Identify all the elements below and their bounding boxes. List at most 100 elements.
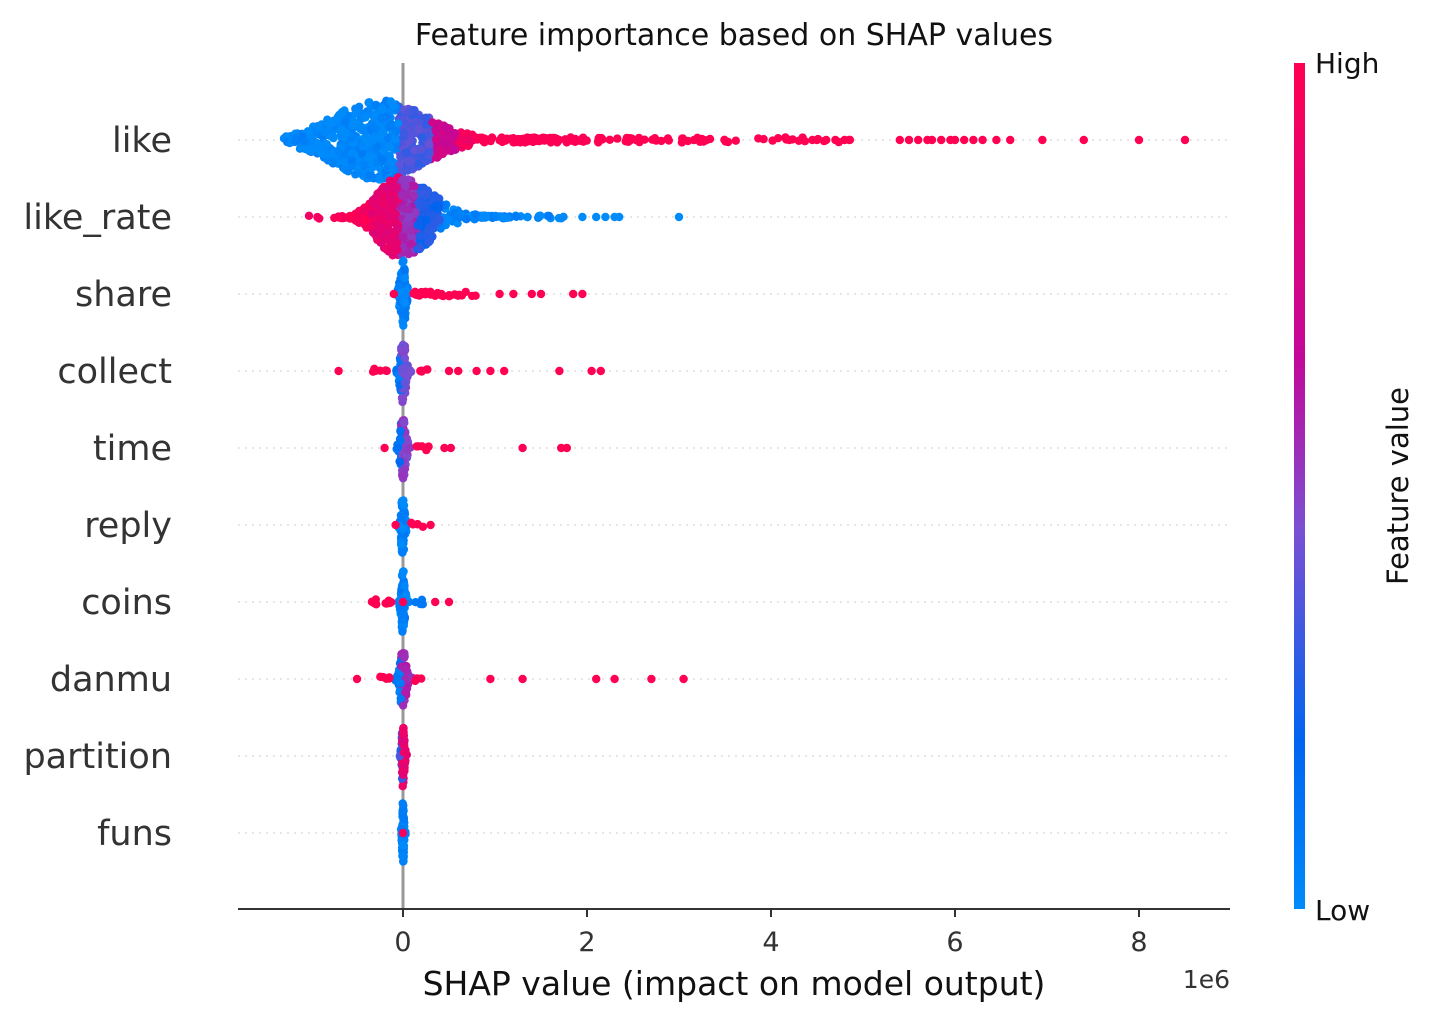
shap-point-like_rate [399,233,408,242]
shap-point-time [400,418,409,427]
shap-point-like [773,134,783,143]
shap-point-like [812,135,822,145]
shap-point-like [378,154,387,164]
shap-point-reply [426,520,435,530]
shap-point-like [463,136,472,145]
shap-point-funs [399,851,408,860]
shap-point-like [914,135,923,145]
shap-point-like [697,134,706,144]
shap-point-like [822,135,831,145]
shap-point-like_rate [417,189,426,198]
shap-point-like_rate [544,211,554,221]
colorbar-low-label: Low [1315,894,1370,927]
shap-point-like_rate [406,240,416,249]
shap-point-like [384,122,393,132]
shap-point-time [395,457,405,466]
shap-point-like [845,135,854,145]
shap-point-danmu [398,701,408,710]
shap-point-like [389,165,398,174]
shap-point-coins [411,598,420,607]
shap-point-like [731,136,740,145]
shap-point-like_rate [411,208,420,217]
shap-point-like_rate [674,212,684,222]
shap-point-like [960,135,969,145]
shap-point-coins [400,581,409,590]
shap-point-collect [400,379,410,388]
shap-point-like_rate [409,191,419,201]
x-tick-label: 4 [762,927,779,958]
shap-point-like [391,135,400,144]
shap-point-collect [596,366,605,376]
shap-point-like [613,134,622,143]
shap-point-like_rate [512,212,521,221]
x-tick-label: 8 [1130,927,1147,958]
shap-point-like_rate [393,224,402,233]
shap-point-collect [587,366,596,376]
shap-point-like_rate [365,222,375,232]
shap-point-like [414,118,424,127]
shap-point-like [540,134,549,144]
shap-point-time [393,443,403,452]
shap-point-time [518,443,527,453]
shap-point-like_rate [578,212,587,222]
shap-point-danmu [486,674,495,684]
shap-point-collect [400,354,410,363]
shap-point-share [471,291,480,300]
shap-point-like [978,135,987,145]
shap-point-share [389,289,398,299]
shap-point-collect [416,366,425,376]
shap-point-like [657,136,666,146]
x-tick-label: 6 [946,927,963,958]
shap-point-like [689,135,699,145]
shap-point-like [754,134,763,143]
shap-point-like [300,137,309,146]
shap-point-like [414,124,423,134]
shap-point-like_rate [491,212,501,221]
shap-point-like_rate [368,199,377,208]
shap-point-like_rate [393,245,402,255]
shap-point-like [334,111,343,121]
shap-point-like [598,135,607,144]
shap-point-like [436,121,445,130]
shap-point-coins [398,597,408,607]
shap-point-like [316,141,325,150]
shap-point-time [440,443,449,453]
shap-point-partition [398,782,407,791]
shap-point-like_rate [304,211,314,220]
shap-point-reply [418,522,428,531]
shap-point-coins [381,599,390,608]
shap-point-time [402,445,412,455]
shap-point-like [348,149,357,158]
shap-point-like [304,145,313,154]
shap-point-like [1038,135,1047,145]
shap-point-like [473,135,482,144]
shap-point-like [664,136,673,145]
colorbar [1294,63,1305,909]
shap-point-like [1079,135,1089,145]
x-tick-label: 2 [578,927,595,958]
x-tick-label: 0 [394,927,411,958]
shap-point-share [536,289,546,299]
shap-point-coins [399,608,408,618]
shap-point-collect [405,366,415,375]
shap-point-time [400,464,410,473]
x-axis-label: SHAP value (impact on model output) [423,964,1046,1003]
shap-point-time [396,426,405,436]
shap-point-coins [398,627,407,636]
shap-point-like [334,146,343,156]
shap-point-like [370,134,379,143]
shap-point-like [498,137,508,146]
shap-point-like_rate [383,235,392,244]
shap-point-like [554,135,564,145]
shap-point-like_rate [397,191,406,200]
shap-point-like_rate [456,209,466,219]
shap-point-share [437,289,446,299]
shap-point-like_rate [376,226,386,235]
shap-point-like_rate [379,199,388,209]
shap-point-like [720,135,729,144]
shap-point-like_rate [424,238,433,247]
shap-point-danmu [518,674,527,684]
shap-point-like [385,151,394,160]
shap-point-like_rate [601,212,610,222]
shap-point-time [446,443,455,453]
